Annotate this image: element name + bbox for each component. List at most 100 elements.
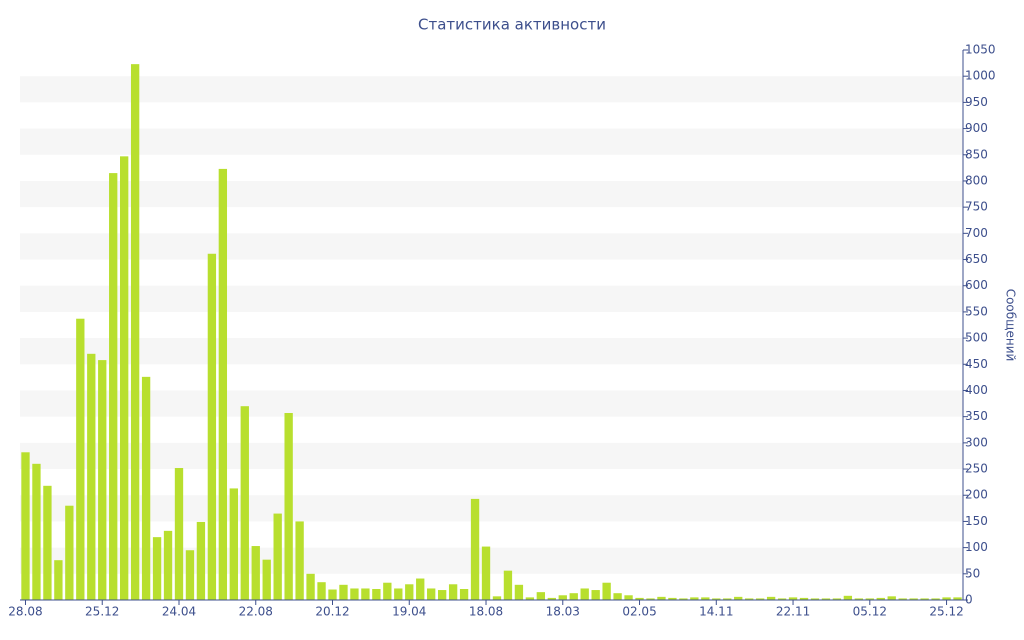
- bar: [87, 353, 96, 600]
- bar: [503, 570, 513, 600]
- bar: [372, 589, 381, 600]
- bar: [547, 597, 556, 600]
- bar: [459, 589, 469, 600]
- bar: [163, 530, 173, 600]
- bar: [394, 588, 403, 600]
- bar: [602, 582, 611, 600]
- bar: [339, 584, 348, 600]
- bar: [65, 505, 74, 600]
- y-tick-label: 100: [965, 540, 988, 554]
- bar: [437, 590, 447, 600]
- bar: [273, 513, 282, 600]
- bar: [613, 593, 622, 600]
- x-tick-label: 20.12: [315, 605, 349, 619]
- bar: [130, 64, 140, 600]
- bar: [284, 413, 293, 600]
- bar: [240, 406, 249, 600]
- bar: [723, 598, 732, 600]
- x-tick-label: 14.11: [699, 605, 733, 619]
- bar: [492, 596, 502, 600]
- bar: [766, 596, 776, 600]
- bar: [646, 598, 655, 600]
- bar: [218, 168, 228, 600]
- x-tick-label: 25.12: [85, 605, 119, 619]
- bar: [701, 597, 710, 600]
- grid-band: [20, 442, 963, 470]
- bar: [98, 360, 107, 600]
- y-tick-label: 250: [965, 462, 988, 476]
- y-tick-label: 850: [965, 147, 988, 161]
- y-tick-label: 500: [965, 331, 988, 345]
- bar: [141, 376, 151, 600]
- bar: [580, 588, 589, 600]
- bar: [54, 560, 63, 600]
- bar: [843, 595, 853, 600]
- bar: [152, 537, 162, 600]
- bar: [196, 521, 206, 600]
- y-tick-label: 350: [965, 409, 988, 423]
- bar: [942, 597, 951, 600]
- bar: [109, 173, 118, 600]
- bar: [328, 589, 337, 600]
- y-tick-label: 0: [965, 593, 973, 607]
- bar: [569, 593, 578, 600]
- bar: [624, 595, 633, 600]
- grid-band: [20, 285, 963, 312]
- bar: [558, 595, 567, 600]
- bar: [755, 598, 765, 600]
- bar: [657, 596, 666, 600]
- y-axis-title: Сообщений: [1004, 289, 1018, 362]
- bar: [32, 463, 41, 600]
- bar: [470, 498, 480, 600]
- x-tick-label: 19.04: [392, 605, 426, 619]
- bar: [251, 546, 260, 600]
- bar: [799, 597, 809, 600]
- y-tick-label: 200: [965, 488, 988, 502]
- bar: [295, 521, 304, 600]
- x-tick-label: 18.08: [469, 605, 503, 619]
- y-tick-label: 450: [965, 357, 988, 371]
- x-tick-label: 02.05: [622, 605, 656, 619]
- x-tick-label: 24.04: [162, 605, 196, 619]
- grid-band: [20, 76, 963, 103]
- grid-band: [20, 495, 963, 522]
- bar: [306, 573, 315, 600]
- bar: [821, 598, 831, 600]
- x-tick-label: 18.03: [546, 605, 580, 619]
- bar: [690, 597, 699, 600]
- bar: [712, 598, 721, 600]
- bar: [207, 253, 217, 600]
- x-tick-label: 22.08: [239, 605, 273, 619]
- grid-band: [20, 180, 963, 208]
- bar: [635, 597, 644, 600]
- y-tick-label: 950: [965, 95, 988, 109]
- grid-band: [20, 233, 963, 260]
- bar: [832, 598, 842, 600]
- y-tick-label: 700: [965, 226, 988, 240]
- bar: [591, 590, 600, 600]
- x-tick-label: 22.11: [776, 605, 810, 619]
- y-tick-label: 600: [965, 278, 988, 292]
- bar: [427, 588, 436, 600]
- y-tick-label: 900: [965, 121, 988, 135]
- bar: [120, 156, 129, 601]
- bar: [931, 598, 940, 600]
- bar: [898, 598, 907, 600]
- bar: [953, 597, 962, 600]
- bar: [350, 588, 359, 600]
- bar: [668, 597, 677, 600]
- bar: [887, 596, 896, 600]
- y-tick-label: 800: [965, 173, 988, 187]
- y-tick-label: 150: [965, 514, 988, 528]
- bar: [777, 598, 787, 600]
- y-tick-label: 550: [965, 304, 988, 318]
- grid-band: [20, 338, 963, 365]
- bar: [679, 598, 688, 600]
- bar: [745, 598, 754, 600]
- bar: [854, 598, 863, 600]
- y-tick-label: 300: [965, 435, 988, 449]
- bar: [876, 597, 885, 600]
- bar: [734, 596, 743, 600]
- x-tick-label: 05.12: [853, 605, 887, 619]
- bar: [525, 597, 535, 600]
